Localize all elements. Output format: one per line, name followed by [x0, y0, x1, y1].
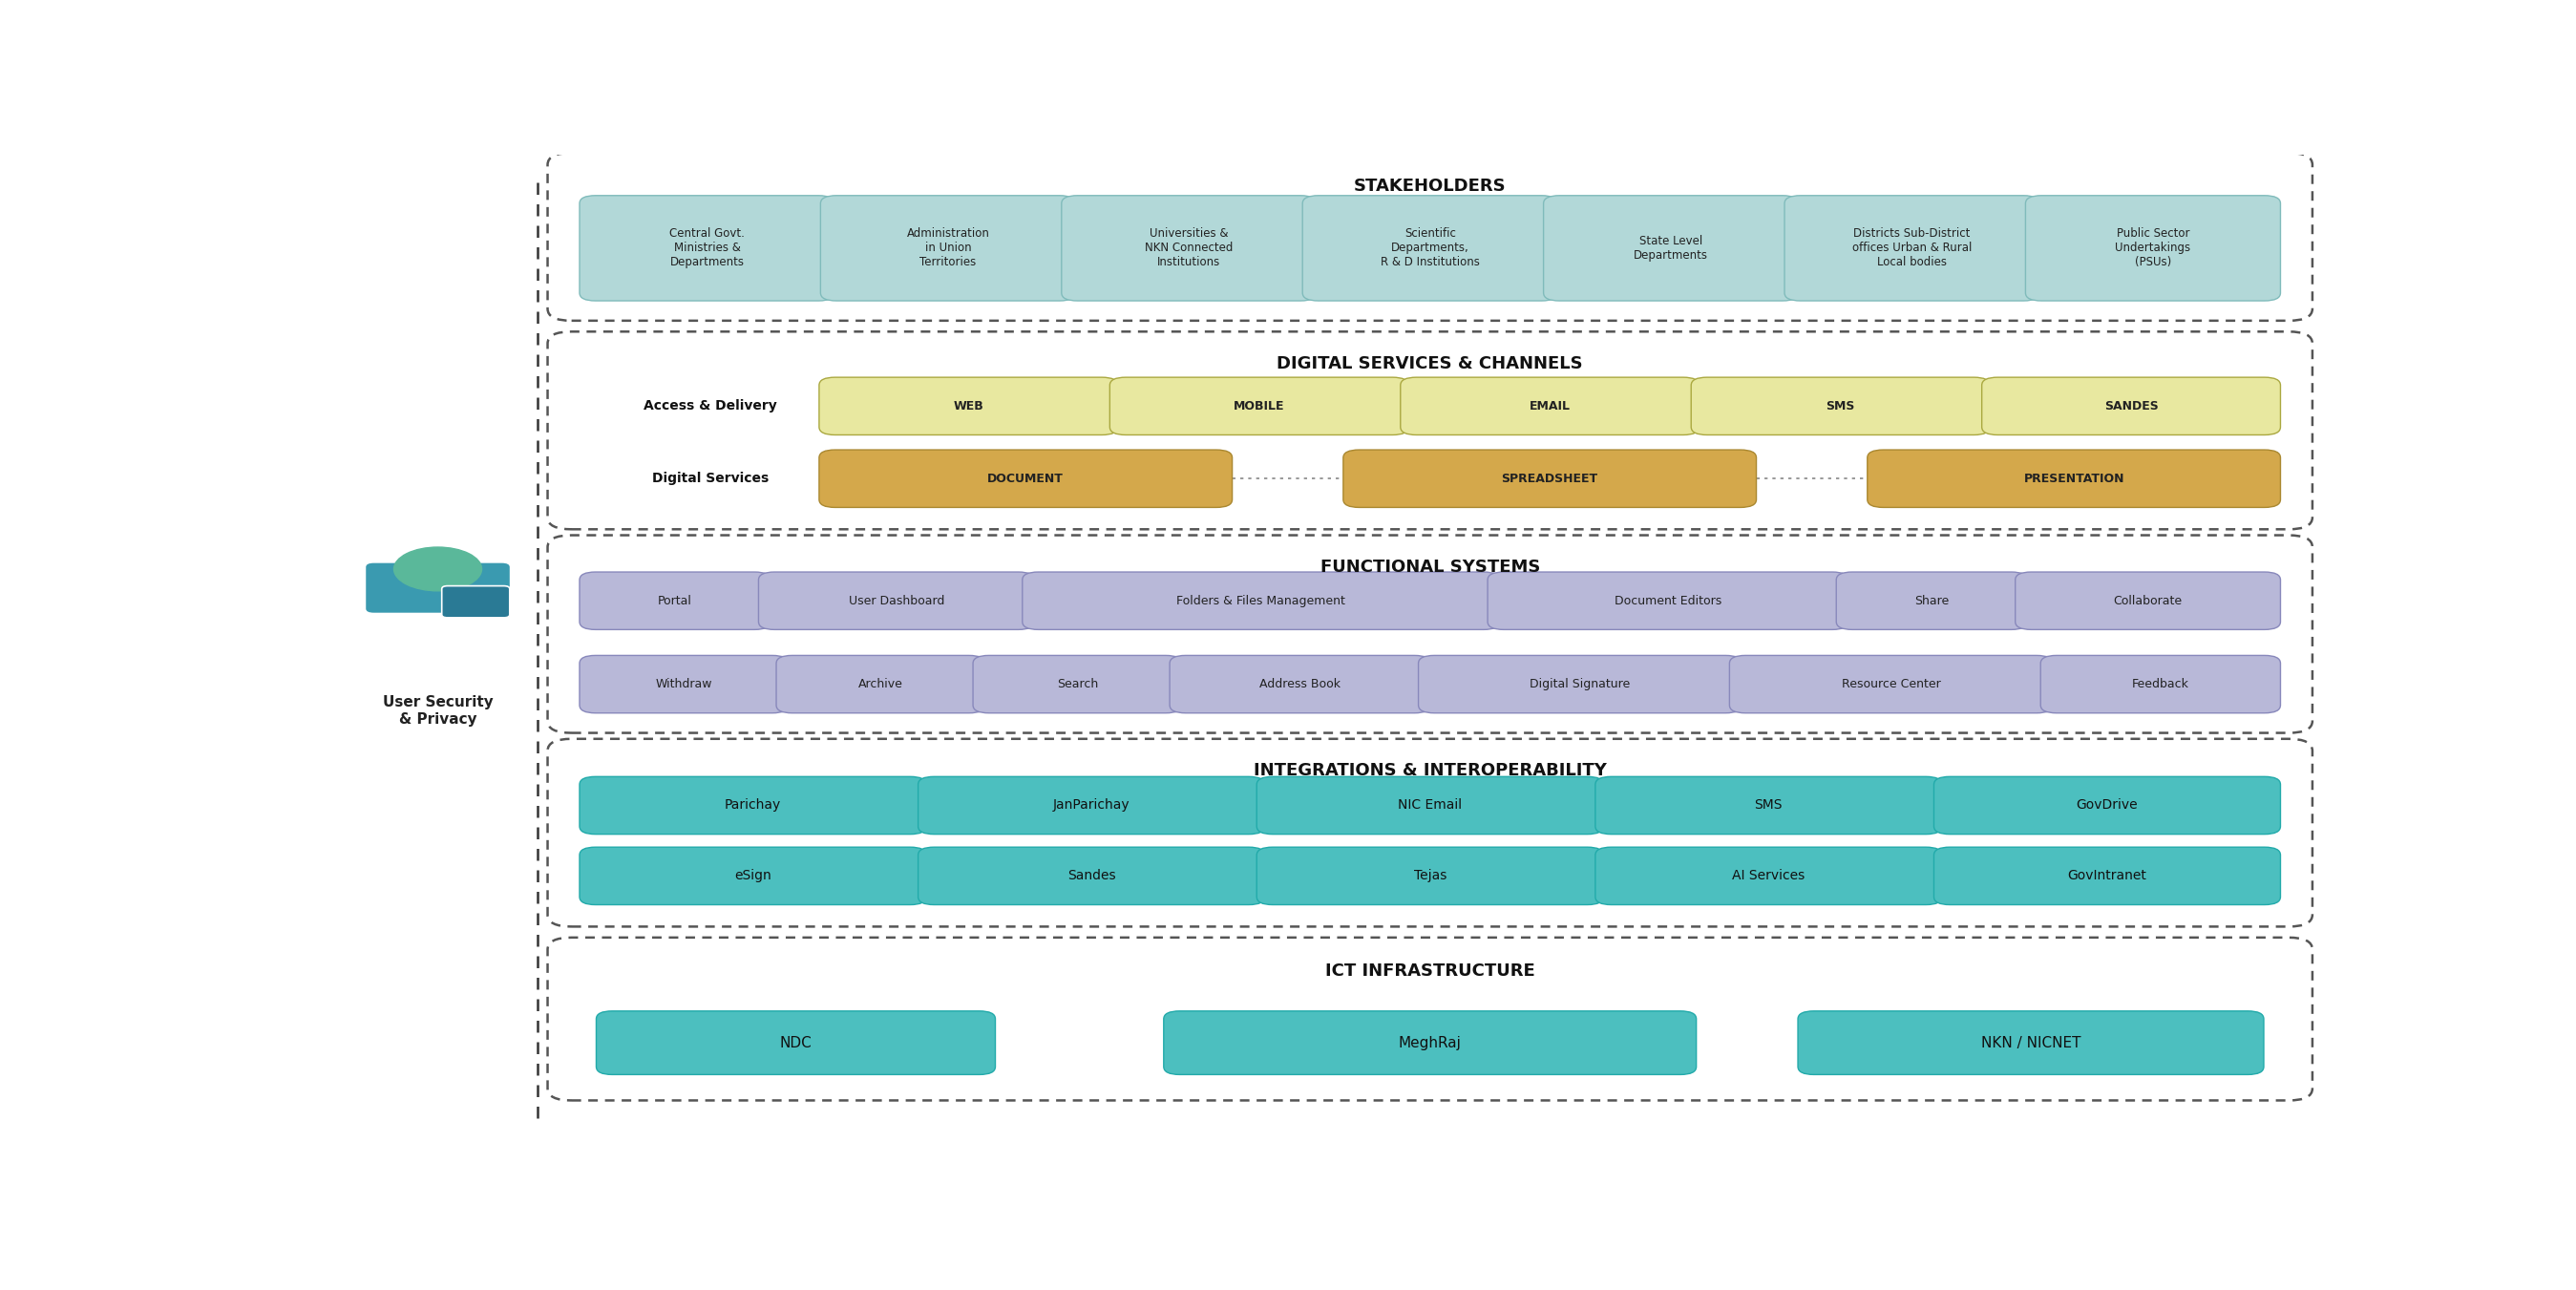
FancyBboxPatch shape [1981, 377, 2280, 435]
Text: SPREADSHEET: SPREADSHEET [1502, 472, 1597, 485]
Text: MOBILE: MOBILE [1234, 400, 1285, 413]
Text: Document Editors: Document Editors [1615, 595, 1721, 608]
FancyBboxPatch shape [1170, 655, 1430, 713]
Text: EMAIL: EMAIL [1530, 400, 1571, 413]
Text: Archive: Archive [858, 679, 904, 690]
FancyBboxPatch shape [366, 562, 510, 613]
Text: FUNCTIONAL SYSTEMS: FUNCTIONAL SYSTEMS [1319, 559, 1540, 575]
FancyBboxPatch shape [1935, 777, 2280, 835]
FancyBboxPatch shape [1257, 777, 1602, 835]
FancyBboxPatch shape [775, 655, 984, 713]
FancyBboxPatch shape [1935, 848, 2280, 904]
Text: Tejas: Tejas [1414, 869, 1445, 882]
FancyBboxPatch shape [2040, 655, 2280, 713]
Text: STAKEHOLDERS: STAKEHOLDERS [1355, 178, 1507, 195]
Text: Share: Share [1914, 595, 1950, 608]
Text: Address Book: Address Book [1260, 679, 1340, 690]
FancyBboxPatch shape [822, 196, 1077, 301]
FancyBboxPatch shape [443, 586, 510, 618]
Text: Collaborate: Collaborate [2112, 595, 2182, 608]
FancyBboxPatch shape [1257, 848, 1602, 904]
FancyBboxPatch shape [595, 1011, 994, 1075]
Text: SMS: SMS [1754, 799, 1783, 813]
FancyBboxPatch shape [974, 655, 1182, 713]
Text: Sandes: Sandes [1066, 869, 1115, 882]
Text: Public Sector
Undertakings
(PSUs): Public Sector Undertakings (PSUs) [2115, 227, 2190, 268]
Text: GovIntranet: GovIntranet [2069, 869, 2146, 882]
FancyBboxPatch shape [2014, 571, 2280, 630]
FancyBboxPatch shape [1837, 571, 2027, 630]
FancyBboxPatch shape [757, 571, 1036, 630]
Text: Feedback: Feedback [2133, 679, 2190, 690]
FancyBboxPatch shape [917, 777, 1265, 835]
FancyBboxPatch shape [1868, 450, 2280, 507]
Text: Digital Signature: Digital Signature [1530, 679, 1631, 690]
FancyBboxPatch shape [819, 450, 1231, 507]
FancyBboxPatch shape [1419, 655, 1741, 713]
Text: DIGITAL SERVICES & CHANNELS: DIGITAL SERVICES & CHANNELS [1278, 355, 1584, 372]
Text: Portal: Portal [657, 595, 693, 608]
FancyBboxPatch shape [1486, 571, 1847, 630]
FancyBboxPatch shape [1061, 196, 1316, 301]
Text: NDC: NDC [781, 1036, 811, 1050]
FancyBboxPatch shape [1401, 377, 1700, 435]
FancyBboxPatch shape [819, 377, 1118, 435]
Text: Withdraw: Withdraw [654, 679, 714, 690]
FancyBboxPatch shape [1785, 196, 2040, 301]
Text: Folders & Files Management: Folders & Files Management [1177, 595, 1345, 608]
Text: ICT INFRASTRUCTURE: ICT INFRASTRUCTURE [1324, 962, 1535, 980]
Text: MeghRaj: MeghRaj [1399, 1036, 1461, 1050]
FancyBboxPatch shape [917, 848, 1265, 904]
Text: Resource Center: Resource Center [1842, 679, 1940, 690]
FancyBboxPatch shape [1164, 1011, 1698, 1075]
FancyBboxPatch shape [1023, 571, 1499, 630]
Text: Central Govt.
Ministries &
Departments: Central Govt. Ministries & Departments [670, 227, 744, 268]
FancyBboxPatch shape [580, 655, 788, 713]
FancyBboxPatch shape [580, 777, 927, 835]
Text: Digital Services: Digital Services [652, 472, 768, 485]
FancyBboxPatch shape [580, 196, 835, 301]
FancyBboxPatch shape [1798, 1011, 2264, 1075]
Text: User Dashboard: User Dashboard [848, 595, 945, 608]
Text: NKN / NICNET: NKN / NICNET [1981, 1036, 2081, 1050]
Circle shape [394, 547, 482, 591]
Text: DOCUMENT: DOCUMENT [987, 472, 1064, 485]
Text: Access & Delivery: Access & Delivery [644, 400, 778, 413]
Text: SMS: SMS [1826, 400, 1855, 413]
Text: Scientific
Departments,
R & D Institutions: Scientific Departments, R & D Institutio… [1381, 227, 1479, 268]
Text: AI Services: AI Services [1731, 869, 1806, 882]
Text: JanParichay: JanParichay [1054, 799, 1131, 813]
Text: Parichay: Parichay [724, 799, 781, 813]
FancyBboxPatch shape [1110, 377, 1409, 435]
FancyBboxPatch shape [2025, 196, 2280, 301]
Text: State Level
Departments: State Level Departments [1633, 235, 1708, 262]
Text: User Security
& Privacy: User Security & Privacy [381, 695, 492, 726]
Text: eSign: eSign [734, 869, 770, 882]
FancyBboxPatch shape [1690, 377, 1989, 435]
FancyBboxPatch shape [1543, 196, 1798, 301]
Text: WEB: WEB [953, 400, 984, 413]
Text: Districts Sub-District
offices Urban & Rural
Local bodies: Districts Sub-District offices Urban & R… [1852, 227, 1971, 268]
Text: Administration
in Union
Territories: Administration in Union Territories [907, 227, 989, 268]
Text: INTEGRATIONS & INTEROPERABILITY: INTEGRATIONS & INTEROPERABILITY [1255, 762, 1607, 779]
Text: GovDrive: GovDrive [2076, 799, 2138, 813]
Text: Universities &
NKN Connected
Institutions: Universities & NKN Connected Institution… [1144, 227, 1234, 268]
FancyBboxPatch shape [580, 848, 927, 904]
Text: NIC Email: NIC Email [1399, 799, 1463, 813]
Text: PRESENTATION: PRESENTATION [2025, 472, 2125, 485]
FancyBboxPatch shape [580, 571, 770, 630]
Text: Search: Search [1056, 679, 1097, 690]
FancyBboxPatch shape [1303, 196, 1558, 301]
Text: SANDES: SANDES [2105, 400, 2159, 413]
FancyBboxPatch shape [1342, 450, 1757, 507]
FancyBboxPatch shape [1728, 655, 2053, 713]
FancyBboxPatch shape [1595, 848, 1942, 904]
FancyBboxPatch shape [1595, 777, 1942, 835]
